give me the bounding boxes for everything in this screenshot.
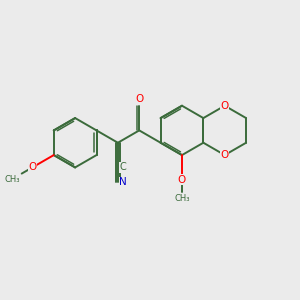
Text: O: O — [220, 101, 229, 111]
Text: O: O — [135, 94, 143, 104]
Text: CH₃: CH₃ — [5, 175, 20, 184]
Text: O: O — [178, 175, 186, 185]
Text: N: N — [119, 177, 127, 187]
Text: O: O — [220, 150, 229, 160]
Text: O: O — [28, 162, 37, 172]
Text: C: C — [119, 162, 126, 172]
Text: CH₃: CH₃ — [174, 194, 190, 202]
